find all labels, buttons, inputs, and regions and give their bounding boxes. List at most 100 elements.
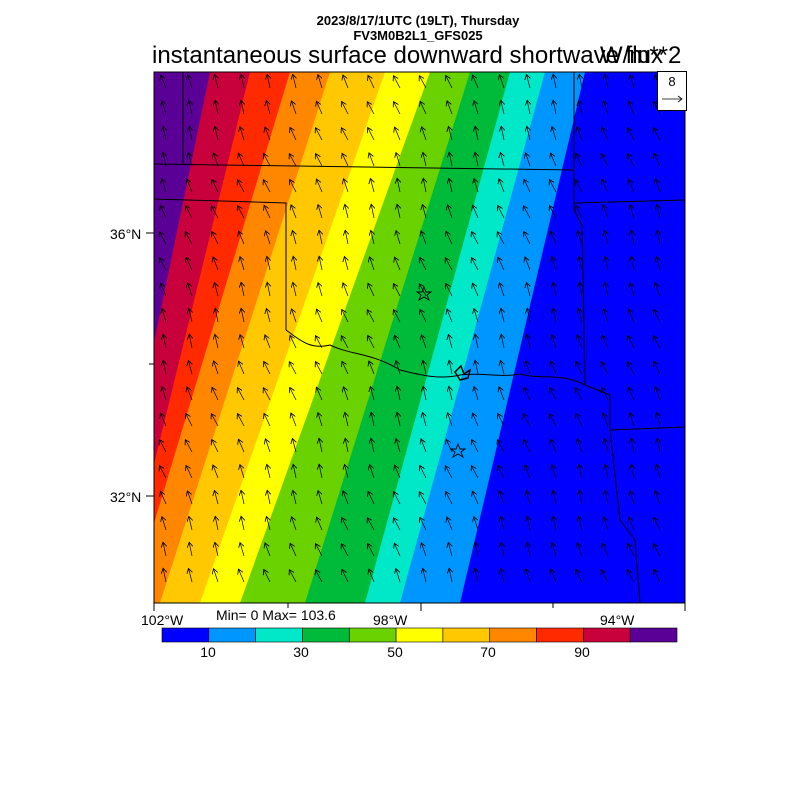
wind-vector	[603, 413, 609, 427]
wind-vector	[421, 231, 427, 245]
wind-vector	[449, 152, 452, 167]
wind-vector	[575, 180, 583, 193]
wind-vector	[449, 568, 452, 583]
wind-vector	[631, 464, 634, 479]
colorbar-label-10: 10	[200, 644, 216, 660]
wind-vector	[420, 101, 427, 115]
wind-vector	[293, 464, 296, 479]
colorbar-label-50: 50	[387, 644, 403, 660]
wind-vector	[552, 465, 557, 479]
wind-vector	[317, 517, 323, 531]
colorbar-swatch	[348, 627, 397, 643]
wind-vector	[524, 440, 531, 453]
wind-vector	[601, 570, 609, 583]
wind-vector	[446, 492, 453, 505]
wind-vector	[241, 100, 244, 115]
wind-vector	[655, 387, 661, 401]
wind-vector	[501, 516, 504, 531]
wind-vector	[188, 361, 192, 375]
wind-vector	[579, 464, 582, 479]
wind-vector	[395, 465, 401, 479]
wind-vector	[186, 414, 193, 427]
wind-vector	[292, 231, 296, 245]
wind-vector	[290, 335, 297, 349]
wind-vector	[163, 126, 166, 141]
wind-vector	[265, 543, 271, 557]
wind-vector	[267, 74, 270, 89]
wind-vector	[189, 100, 192, 115]
lat-label-32n: 32°N	[110, 489, 142, 505]
city-star-dallas	[449, 442, 467, 459]
wind-vector	[499, 491, 505, 505]
wind-vector	[497, 232, 505, 245]
wind-vector	[471, 466, 479, 479]
colorbar-swatch	[536, 627, 584, 643]
lon-label-94w: 94°W	[600, 612, 635, 628]
wind-vector	[501, 334, 504, 349]
wind-vector	[215, 334, 218, 349]
wind-vector	[263, 388, 271, 401]
wind-vector	[601, 154, 609, 167]
wind-vector	[342, 153, 349, 167]
wind-vector	[241, 308, 244, 323]
wind-vector	[315, 362, 323, 375]
wind-vector	[393, 518, 401, 531]
wind-vector	[657, 230, 660, 245]
wind-vector	[657, 412, 660, 427]
wind-vector	[212, 387, 219, 401]
wind-vector	[549, 206, 557, 219]
wind-vector	[423, 568, 426, 583]
wind-vector	[446, 231, 453, 245]
vector-key-value: 8	[668, 74, 676, 89]
wind-vector	[422, 205, 426, 219]
wind-vector	[423, 386, 426, 401]
wind-vector	[396, 569, 401, 583]
wind-vector	[240, 257, 245, 271]
wind-vector	[657, 438, 660, 453]
wind-vector	[162, 517, 167, 531]
wind-vector	[501, 308, 504, 323]
wind-vector	[163, 542, 166, 557]
wind-vector	[498, 206, 505, 219]
wind-vector	[368, 336, 375, 349]
map-units: W/m**2	[600, 42, 682, 69]
wind-vector	[446, 284, 453, 297]
wind-vector	[266, 101, 270, 115]
wind-vector	[159, 232, 167, 245]
wind-vector	[448, 543, 452, 557]
wind-vector	[241, 516, 244, 531]
wind-vector	[631, 256, 634, 271]
map-title: instantaneous surface downward shortwave…	[152, 42, 663, 69]
wind-vector	[654, 569, 661, 583]
colorbar-swatch	[208, 627, 256, 643]
wind-vector	[630, 413, 635, 427]
wind-vector	[211, 206, 219, 219]
wind-vector	[293, 282, 296, 297]
wind-vector	[578, 101, 582, 115]
wind-vector	[315, 570, 323, 583]
wind-vector	[446, 76, 453, 89]
wind-vector	[189, 516, 192, 531]
wind-vector	[653, 336, 661, 349]
wind-vector	[265, 127, 271, 141]
wind-vector	[345, 412, 348, 427]
wind-vector	[575, 388, 583, 401]
wind-vector	[162, 387, 167, 401]
colorbar-label-90: 90	[574, 644, 590, 660]
wind-vector	[319, 438, 322, 453]
wind-vector	[627, 570, 635, 583]
wind-vector	[343, 75, 349, 89]
wind-vector	[344, 179, 349, 193]
wind-vector	[604, 231, 608, 245]
colorbar	[161, 627, 678, 643]
wind-vector	[474, 309, 479, 323]
wind-vector	[240, 335, 245, 349]
wind-vector	[215, 516, 218, 531]
wind-vector	[368, 491, 375, 505]
wind-vector	[370, 179, 374, 193]
wind-vector	[397, 204, 400, 219]
wind-vector	[577, 335, 583, 349]
wind-vector	[188, 283, 193, 297]
wind-vector	[396, 361, 401, 375]
wind-vector	[500, 153, 504, 167]
